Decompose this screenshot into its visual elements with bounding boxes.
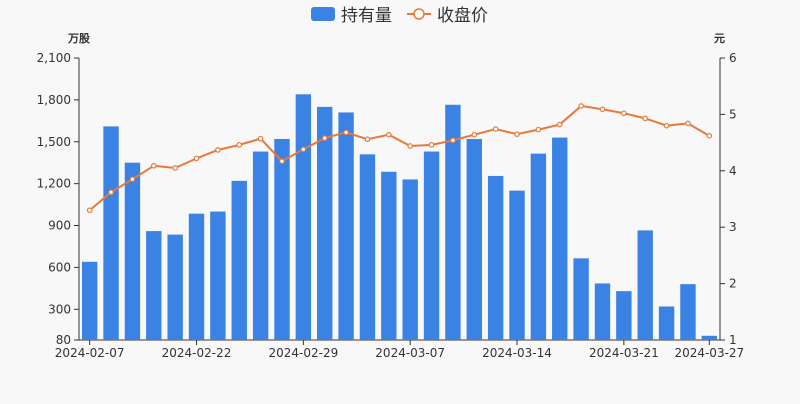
left-axis-tick-label: 1,800	[37, 93, 71, 107]
x-axis-tick-label: 2024-03-27	[674, 346, 744, 360]
line-point	[129, 176, 136, 183]
legend-label-close-price: 收盘价	[437, 6, 488, 26]
bar	[680, 284, 696, 340]
line-point	[407, 143, 413, 149]
bar	[658, 306, 675, 340]
line-point	[343, 129, 349, 136]
bar	[487, 175, 504, 340]
line-point	[428, 142, 435, 148]
x-axis-tick-label: 2024-03-14	[482, 346, 552, 360]
bar	[381, 171, 397, 340]
left-axis-unit: 万股	[67, 32, 91, 45]
line-point	[535, 126, 542, 133]
line-point	[257, 135, 264, 142]
x-axis-tick-label: 2024-03-21	[589, 346, 659, 360]
bar	[701, 335, 718, 340]
line-point	[279, 158, 285, 165]
line-point	[172, 165, 178, 171]
left-axis-tick-label: 1,200	[37, 177, 71, 191]
line-point	[193, 155, 200, 162]
bar	[124, 162, 141, 340]
legend-line-marker	[413, 8, 425, 20]
legend-label-holdings: 持有量	[341, 6, 392, 26]
bar	[210, 211, 226, 340]
line-point	[556, 121, 563, 128]
x-axis-tick-label: 2024-03-07	[375, 346, 445, 360]
left-axis-tick-label: 300	[48, 302, 71, 316]
bar	[594, 283, 611, 340]
bar-series	[81, 94, 718, 340]
line-point	[685, 120, 691, 127]
axes: 80 300 600 900 1,200 1,500 1,800 2,100 1 2 3 4 5 6	[37, 51, 737, 347]
line-point	[492, 126, 499, 132]
line-series	[86, 103, 713, 214]
bar	[252, 151, 269, 340]
bar	[402, 179, 418, 340]
left-axis-tick-label: 600	[48, 260, 71, 274]
right-axis-tick-label: 5	[729, 107, 737, 121]
bar	[466, 138, 482, 340]
line-point	[150, 162, 157, 169]
right-axis-tick-label: 2	[729, 277, 737, 291]
right-axis-tick-label: 1	[729, 333, 737, 347]
close-price-line	[89, 104, 710, 212]
bar	[81, 261, 98, 340]
right-axis-tick-label: 6	[729, 51, 737, 65]
line-point	[599, 106, 606, 113]
right-axis-unit: 元	[714, 32, 725, 45]
bar	[616, 291, 632, 340]
line-point	[663, 122, 670, 129]
line-point	[236, 142, 243, 148]
bar	[359, 154, 376, 340]
bar	[573, 258, 589, 340]
line-point	[514, 131, 520, 137]
line-point	[364, 136, 371, 143]
x-axis-labels: 2024-02-07 2024-02-22 2024-02-29 2024-03-07…	[55, 340, 744, 360]
line-point	[321, 135, 328, 141]
left-axis-tick-label: 1,500	[37, 135, 71, 149]
bar	[295, 94, 312, 340]
bar	[530, 153, 547, 340]
x-axis-tick-label: 2024-02-29	[268, 346, 338, 360]
bar	[274, 138, 290, 340]
left-axis-tick-label: 900	[48, 219, 71, 233]
line-point	[642, 115, 649, 122]
legend-bar-swatch	[311, 7, 335, 21]
bar	[167, 234, 183, 340]
left-axis-tick-label: 80	[56, 333, 71, 347]
line-point	[386, 131, 392, 138]
line-point	[706, 133, 713, 139]
x-axis-tick-label: 2024-02-22	[162, 346, 232, 360]
bar	[552, 137, 568, 340]
bar	[103, 126, 119, 340]
legend[interactable]: 持有量 收盘价	[311, 6, 488, 26]
bar	[338, 112, 354, 340]
line-point	[471, 131, 478, 138]
line-point	[621, 110, 627, 117]
line-point	[450, 137, 456, 144]
right-axis-tick-label: 3	[729, 220, 737, 234]
bar	[445, 104, 461, 340]
x-axis-tick-label: 2024-02-07	[55, 346, 125, 360]
bar	[423, 151, 440, 340]
left-axis-tick-label: 2,100	[37, 51, 71, 65]
line-point	[108, 189, 114, 196]
bar	[231, 180, 247, 340]
line-point	[578, 103, 584, 109]
bar	[637, 230, 653, 340]
bar	[188, 213, 205, 340]
bar	[317, 106, 333, 340]
bar	[146, 231, 162, 340]
line-point	[86, 207, 93, 214]
line-point	[300, 146, 307, 153]
right-axis-tick-label: 4	[729, 164, 737, 178]
line-point	[215, 147, 221, 153]
bar	[509, 190, 525, 340]
